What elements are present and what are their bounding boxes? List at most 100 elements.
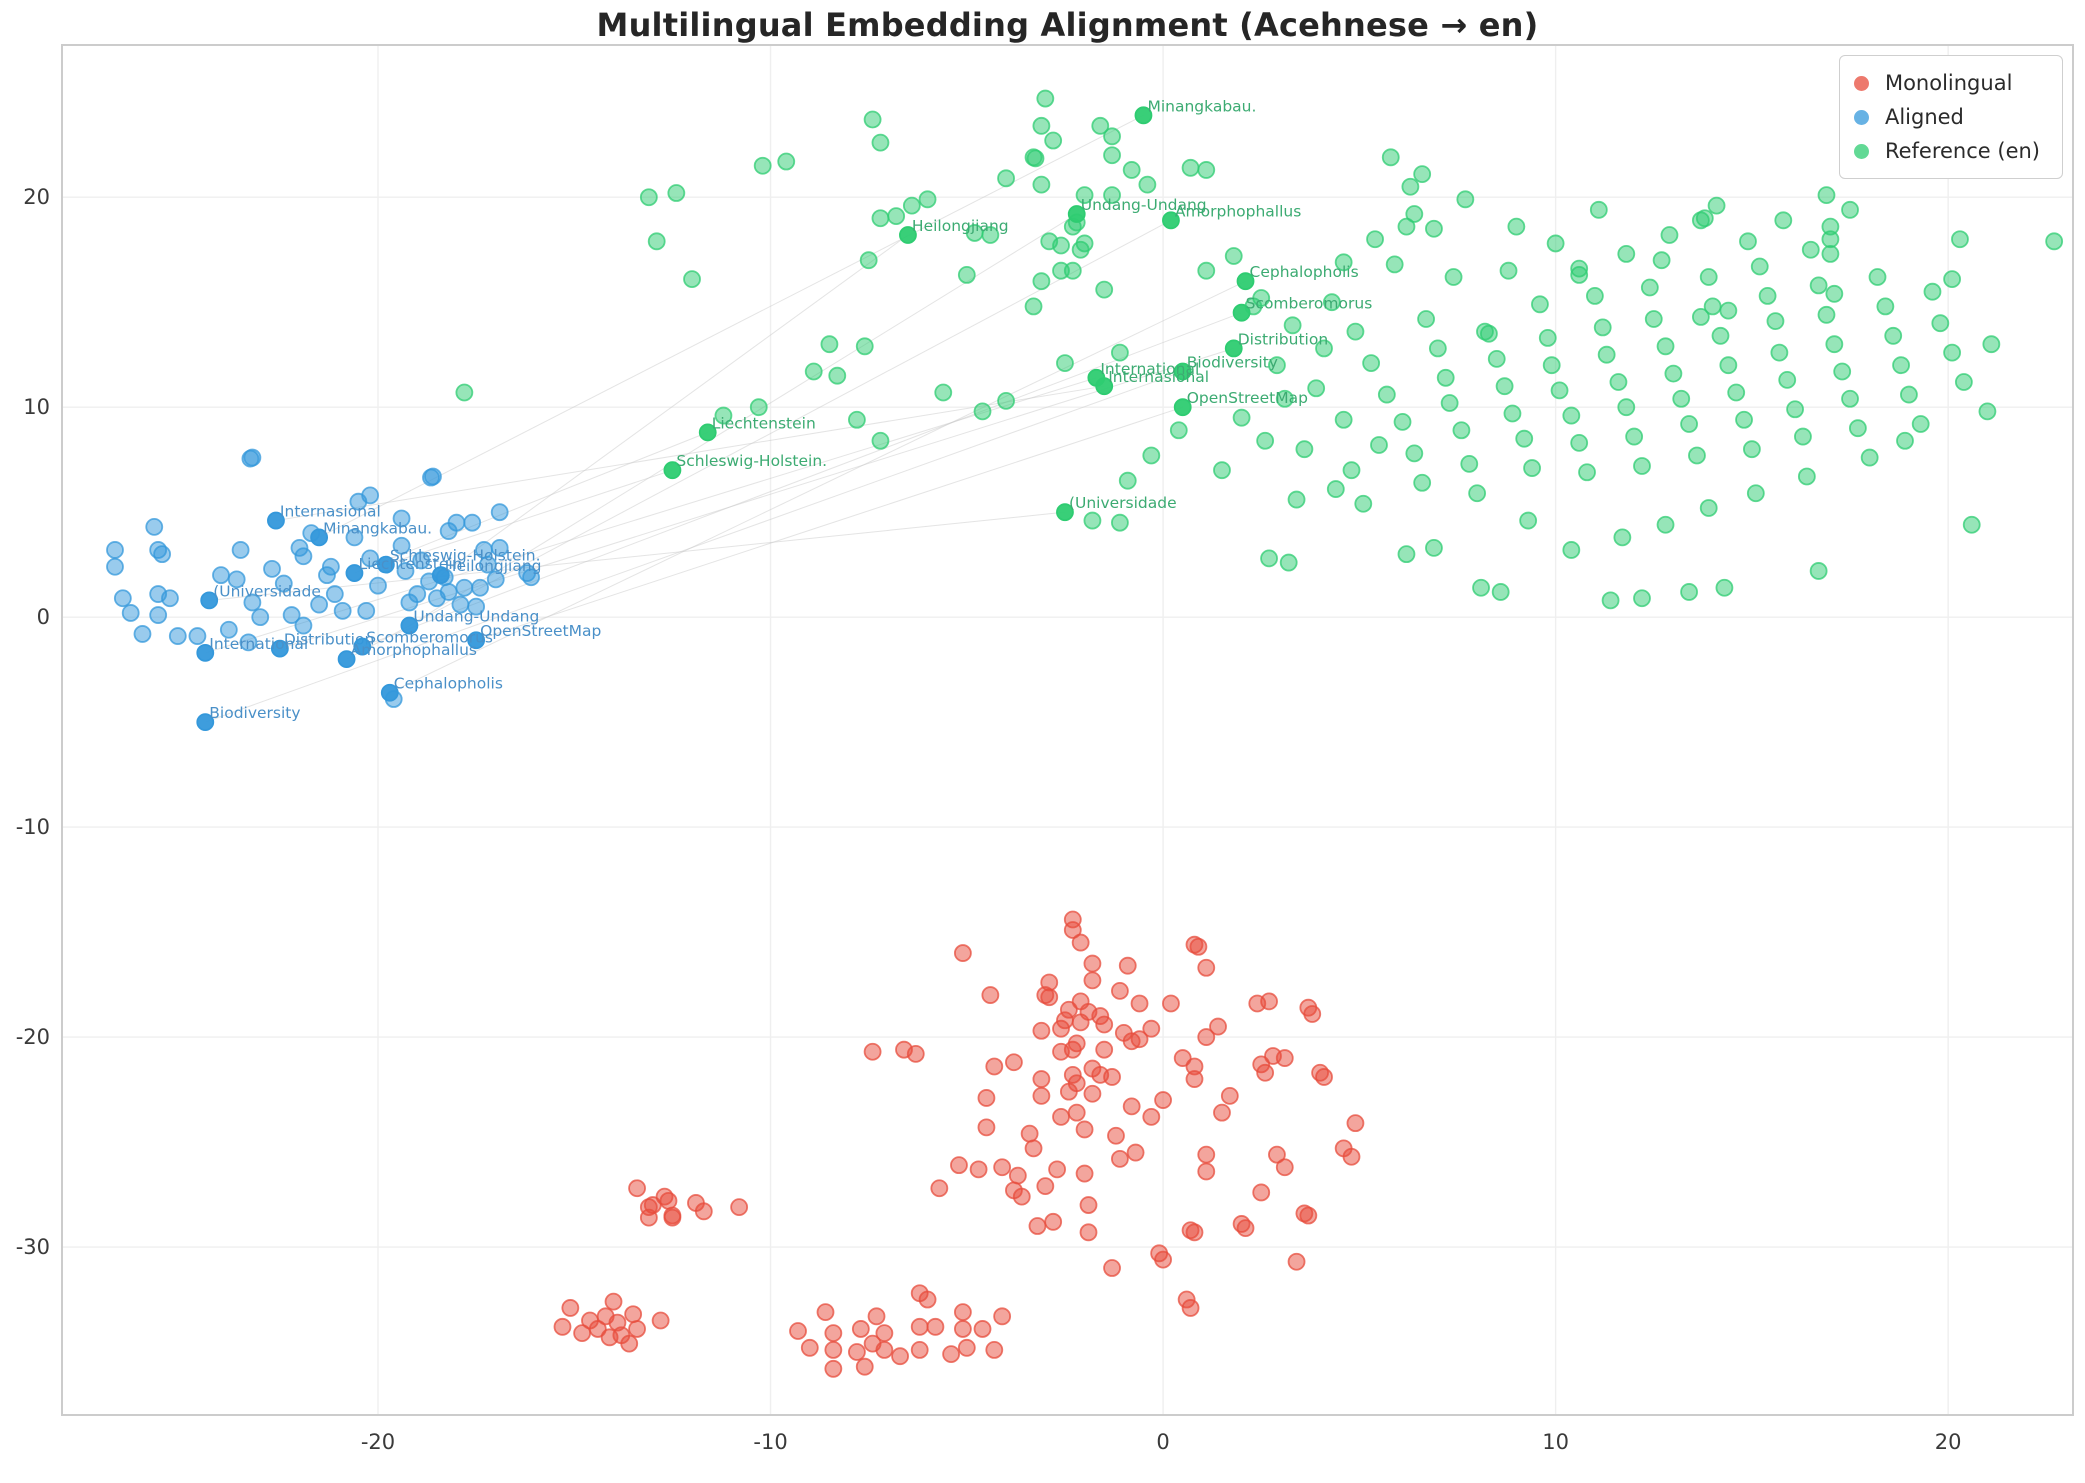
data-point-monolingual bbox=[588, 1320, 607, 1338]
data-point-aligned bbox=[106, 541, 124, 559]
data-point-reference-en bbox=[871, 431, 890, 450]
data-point-reference-en bbox=[1283, 316, 1302, 335]
data-point-reference-en bbox=[1083, 511, 1102, 530]
data-point-reference-en bbox=[1578, 463, 1596, 482]
aligned-annotation-point bbox=[380, 683, 399, 702]
data-point-monolingual bbox=[1142, 1019, 1161, 1038]
data-point-reference-en bbox=[1841, 200, 1859, 219]
data-point-reference-en bbox=[1550, 381, 1569, 400]
data-point-monolingual bbox=[993, 1158, 1012, 1177]
data-point-reference-en bbox=[1660, 226, 1679, 244]
legend-item-aligned[interactable]: Aligned bbox=[1853, 100, 2040, 134]
data-point-monolingual bbox=[1189, 937, 1208, 956]
data-point-monolingual bbox=[1342, 1147, 1361, 1166]
aligned-annotation-label: Undang-Undang bbox=[413, 608, 539, 626]
data-point-aligned bbox=[396, 562, 415, 580]
data-point-reference-en bbox=[997, 391, 1015, 410]
data-point-reference-en bbox=[1118, 471, 1137, 490]
data-point-reference-en bbox=[1366, 230, 1384, 249]
data-point-reference-en bbox=[1417, 310, 1435, 328]
reference-annotation-label: OpenStreetMap bbox=[1187, 389, 1308, 407]
alignment-line bbox=[354, 431, 708, 574]
reference-annotation-point bbox=[1236, 272, 1255, 291]
data-point-reference-en bbox=[1111, 343, 1129, 362]
data-point-reference-en bbox=[1688, 446, 1706, 465]
aligned-annotation-label: Biodiversity bbox=[209, 704, 300, 722]
data-point-aligned bbox=[408, 585, 427, 603]
y-tick-label: -10 bbox=[16, 815, 50, 839]
data-point-monolingual bbox=[1197, 1145, 1216, 1164]
data-point-aligned bbox=[239, 633, 258, 652]
data-point-reference-en bbox=[1032, 272, 1051, 291]
data-point-reference-en bbox=[1519, 511, 1538, 530]
data-point-reference-en bbox=[1593, 318, 1612, 337]
data-point-monolingual bbox=[1268, 1145, 1286, 1164]
data-point-monolingual bbox=[553, 1317, 572, 1336]
data-point-monolingual bbox=[824, 1324, 843, 1343]
data-point-monolingual bbox=[1005, 1053, 1023, 1072]
aligned-annotation-point bbox=[353, 637, 372, 656]
data-point-monolingual bbox=[628, 1320, 646, 1338]
reference-annotation-point bbox=[899, 226, 917, 244]
data-point-monolingual bbox=[604, 1292, 623, 1311]
data-point-monolingual bbox=[1260, 992, 1278, 1011]
data-point-monolingual bbox=[993, 1307, 1012, 1326]
data-point-monolingual bbox=[910, 1341, 929, 1359]
data-point-monolingual bbox=[953, 1303, 972, 1322]
reference-annotation-label: Schleswig-Holstein. bbox=[676, 452, 827, 470]
data-point-reference-en bbox=[1691, 308, 1710, 326]
data-point-reference-en bbox=[1644, 310, 1663, 328]
data-point-reference-en bbox=[749, 398, 768, 417]
data-point-monolingual bbox=[1095, 1040, 1114, 1059]
data-point-reference-en bbox=[1707, 196, 1726, 215]
data-point-reference-en bbox=[714, 406, 733, 425]
data-point-aligned bbox=[219, 620, 238, 639]
data-point-reference-en bbox=[647, 232, 666, 251]
data-point-reference-en bbox=[1562, 406, 1581, 425]
aligned-annotation-label: International bbox=[209, 635, 308, 653]
data-point-monolingual bbox=[1197, 958, 1216, 977]
reference-annotation-label: International bbox=[1100, 360, 1199, 378]
data-point-reference-en bbox=[1739, 232, 1757, 251]
aligned-annotation-point bbox=[431, 566, 450, 585]
reference-annotation-label: Amorphophallus bbox=[1175, 202, 1301, 220]
legend[interactable]: Monolingual Aligned Reference (en) bbox=[1838, 55, 2063, 179]
data-point-reference-en bbox=[1393, 412, 1412, 431]
data-point-reference-en bbox=[639, 188, 658, 207]
data-point-reference-en bbox=[1868, 268, 1887, 286]
data-point-reference-en bbox=[934, 383, 953, 402]
data-point-aligned bbox=[263, 559, 281, 578]
aligned-annotation-point bbox=[196, 643, 215, 662]
data-point-monolingual bbox=[1130, 1030, 1149, 1049]
data-point-monolingual bbox=[1103, 1259, 1121, 1277]
legend-item-monolingual[interactable]: Monolingual bbox=[1853, 66, 2040, 100]
data-point-reference-en bbox=[804, 362, 823, 381]
alignment-line bbox=[385, 469, 673, 566]
data-point-monolingual bbox=[1287, 1252, 1306, 1271]
data-point-reference-en bbox=[918, 190, 937, 209]
data-point-monolingual bbox=[816, 1303, 835, 1322]
data-point-reference-en bbox=[1026, 149, 1045, 168]
aligned-annotation-label: OpenStreetMap bbox=[480, 622, 601, 640]
data-point-reference-en bbox=[1315, 339, 1333, 358]
data-point-reference-en bbox=[1032, 175, 1051, 194]
data-point-reference-en bbox=[1817, 305, 1836, 324]
data-point-monolingual bbox=[1059, 1082, 1078, 1101]
data-point-reference-en bbox=[1413, 473, 1432, 492]
data-point-monolingual bbox=[1107, 1126, 1125, 1145]
data-point-monolingual bbox=[977, 1118, 996, 1137]
data-point-reference-en bbox=[1699, 499, 1718, 517]
alignment-line bbox=[389, 280, 1246, 694]
legend-item-reference[interactable]: Reference (en) bbox=[1853, 134, 2040, 168]
data-point-monolingual bbox=[624, 1305, 643, 1324]
aligned-swatch-icon bbox=[1853, 109, 1869, 125]
aligned-annotation-point bbox=[376, 555, 395, 574]
data-point-reference-en bbox=[1633, 457, 1651, 475]
data-point-reference-en bbox=[1024, 297, 1043, 316]
data-point-monolingual bbox=[561, 1299, 580, 1317]
data-point-aligned bbox=[447, 513, 466, 532]
data-point-monolingual bbox=[1032, 1070, 1051, 1088]
data-point-reference-en bbox=[1436, 368, 1455, 387]
aligned-annotation-point bbox=[400, 616, 419, 635]
